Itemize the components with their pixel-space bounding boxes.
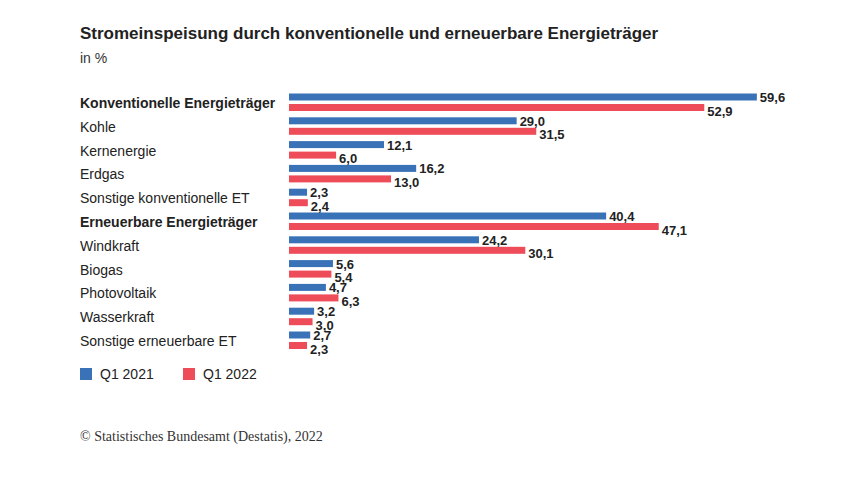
bar [289, 141, 384, 148]
data-label: 30,1 [528, 246, 553, 261]
category-label: Kernenergie [80, 143, 156, 159]
category-label: Erneuerbare Energieträger [80, 214, 258, 230]
category-label: Sonstige konventionelle ET [80, 190, 250, 206]
category-label: Konventionelle Energieträger [80, 95, 276, 111]
data-label: 16,2 [419, 161, 444, 176]
bar [289, 318, 313, 325]
bar [289, 260, 333, 267]
legend: Q1 2021 Q1 2022 [80, 366, 257, 382]
data-label: 2,4 [311, 199, 330, 214]
subtitle: in % [80, 50, 107, 66]
bar [289, 294, 338, 301]
category-label: Sonstige erneuerbare ET [80, 333, 237, 349]
bar [289, 213, 606, 220]
data-label: 2,3 [310, 342, 328, 357]
bar [289, 223, 659, 230]
data-label: 6,3 [341, 294, 359, 309]
bar [289, 117, 517, 124]
bar [289, 128, 536, 135]
legend-label: Q1 2022 [203, 366, 257, 382]
category-label: Kohle [80, 119, 116, 135]
category-label: Biogas [80, 262, 123, 278]
legend-label: Q1 2021 [100, 366, 154, 382]
bar [289, 152, 336, 159]
bar [289, 271, 331, 278]
data-label: 13,0 [394, 175, 419, 190]
bar [289, 332, 310, 339]
data-label: 40,4 [609, 209, 635, 224]
bar [289, 342, 307, 349]
bar [289, 236, 479, 243]
bar [289, 189, 307, 196]
bars [289, 94, 757, 350]
category-label: Wasserkraft [80, 309, 154, 325]
data-label: 6,0 [339, 151, 357, 166]
legend-swatch [80, 368, 92, 380]
bar [289, 104, 704, 111]
category-label: Photovoltaik [80, 285, 157, 301]
bar [289, 308, 314, 315]
category-label: Erdgas [80, 166, 124, 182]
legend-swatch [183, 368, 195, 380]
chart: Stromeinspeisung durch konventionelle un… [0, 0, 854, 480]
title: Stromeinspeisung durch konventionelle un… [80, 24, 659, 43]
labels: Konventionelle Energieträger 59,6 52,9 Kohl… [80, 90, 785, 357]
bar [289, 175, 391, 182]
data-label: 47,1 [662, 223, 687, 238]
category-label: Windkraft [80, 238, 139, 254]
bar [289, 284, 326, 291]
bar [289, 94, 757, 101]
data-label: 24,2 [482, 233, 507, 248]
source: © Statistisches Bundesamt (Destatis), 20… [80, 429, 323, 445]
data-label: 31,5 [539, 127, 564, 142]
bar [289, 247, 525, 254]
bar [289, 199, 308, 206]
data-label: 12,1 [387, 138, 412, 153]
data-label: 52,9 [707, 104, 732, 119]
data-label: 59,6 [760, 90, 785, 105]
